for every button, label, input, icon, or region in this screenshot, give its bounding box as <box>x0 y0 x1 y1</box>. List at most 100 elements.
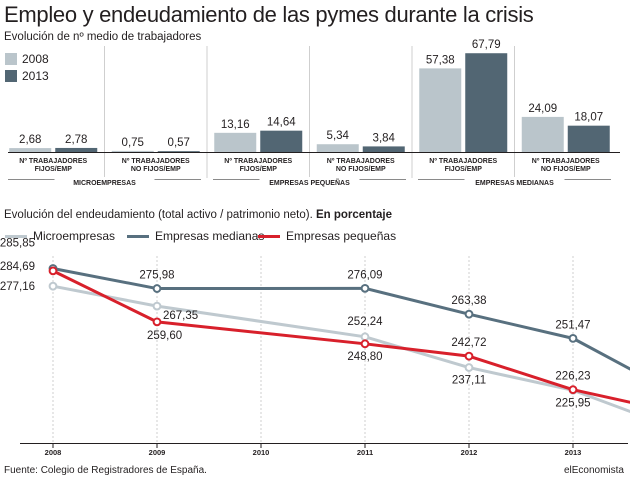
category-tick-label: Nº TRABAJADORES <box>429 158 497 165</box>
data-label-medianas: 275,98 <box>139 270 174 282</box>
data-point-medianas <box>568 333 578 343</box>
legend-item-2013: 2013 <box>5 69 49 83</box>
bar-2008 <box>111 150 154 152</box>
legend-item-microempresas: Microempresas <box>5 229 115 243</box>
bar-value-label: 0,57 <box>168 137 190 149</box>
data-point-pequenas <box>360 339 370 349</box>
brand-logo: elEconomista <box>563 465 624 476</box>
data-label-medianas: 263,38 <box>451 295 486 307</box>
legend-swatch-2013 <box>5 70 17 82</box>
data-label-microempresas: 237,11 <box>452 375 486 387</box>
bar-value-label: 2,78 <box>65 134 87 146</box>
category-tick-label: Nº TRABAJADORES <box>532 158 600 165</box>
group-label: MICROEMPRESAS <box>73 180 136 187</box>
legend-label-2008: 2008 <box>22 52 49 66</box>
category-tick-label: FIJOS/EMP <box>445 166 483 173</box>
series-line-microempresas <box>52 284 630 414</box>
legend-label-2013: 2013 <box>22 69 49 83</box>
x-tick-label: 2010 <box>253 448 270 457</box>
data-label-medianas: 276,09 <box>347 269 382 281</box>
group-label: EMPRESAS MEDIANAS <box>475 180 554 187</box>
data-point-microempresas <box>152 301 162 311</box>
data-point-pequenas <box>152 317 162 327</box>
legend-label-pequenas: Empresas pequeñas <box>286 229 397 243</box>
bar-2013 <box>362 146 405 152</box>
data-point-microempresas <box>48 281 58 291</box>
bar-2013 <box>55 147 98 152</box>
group-label: EMPRESAS PEQUEÑAS <box>269 178 350 187</box>
data-point-pequenas <box>464 351 474 361</box>
bar-2008 <box>521 116 564 152</box>
bar-2013 <box>260 130 303 152</box>
bar-value-label: 13,16 <box>221 119 250 131</box>
bar-2013 <box>567 125 610 152</box>
data-point-pequenas <box>48 266 58 276</box>
bar-value-label: 2,68 <box>19 134 41 146</box>
bar-value-label: 57,38 <box>426 54 455 66</box>
category-tick-label: FIJOS/EMP <box>35 166 73 173</box>
bar-value-label: 14,64 <box>267 117 296 129</box>
legend-item-pequenas: Empresas pequeñas <box>258 229 396 243</box>
group-label-backdrop <box>259 177 360 187</box>
category-tick-label: Nº TRABAJADORES <box>122 158 190 165</box>
category-tick-label: Nº TRABAJADORES <box>19 158 87 165</box>
bar-2008 <box>419 68 462 152</box>
data-label-microempresas: 267,35 <box>163 310 198 322</box>
page-title: Empleo y endeudamiento de las pymes dura… <box>4 2 534 27</box>
legend-label-medianas: Empresas medianas <box>155 229 265 243</box>
x-tick-label: 2011 <box>357 448 373 457</box>
group-label-backdrop <box>54 177 155 187</box>
data-label-pequenas: 259,60 <box>147 330 182 342</box>
category-tick-label: NO FIJOS/EMP <box>131 166 181 173</box>
source-note: Fuente: Colegio de Registradores de Espa… <box>4 465 207 476</box>
data-label-pequenas: 226,23 <box>555 371 590 383</box>
data-point-microempresas <box>360 332 370 342</box>
bar-value-label: 0,75 <box>122 137 144 149</box>
data-point-medianas <box>360 283 370 293</box>
legend-line-medianas <box>127 234 149 238</box>
bar-2008 <box>9 148 52 152</box>
data-label-pequenas: 284,69 <box>0 261 35 273</box>
legend-item-2008: 2008 <box>5 52 49 66</box>
group-label-backdrop <box>464 177 565 187</box>
data-label-microempresas: 277,16 <box>0 281 35 293</box>
x-tick-label: 2012 <box>461 448 478 457</box>
bar-2013 <box>157 151 200 152</box>
bar-2008 <box>214 132 257 152</box>
data-label-microempresas: 252,24 <box>347 316 383 328</box>
legend-label-microempresas: Microempresas <box>33 229 116 243</box>
data-point-pequenas <box>568 385 578 395</box>
data-point-medianas <box>464 309 474 319</box>
legend-swatch-2008 <box>5 53 17 65</box>
bar-2008 <box>316 144 359 152</box>
bar-value-label: 3,84 <box>373 132 396 144</box>
bar-value-label: 5,34 <box>327 130 350 142</box>
data-label-pequenas: 248,80 <box>347 351 382 363</box>
data-label-microempresas: 225,95 <box>555 397 590 409</box>
data-label-medianas: 251,47 <box>555 319 590 331</box>
bar-value-label: 67,79 <box>472 39 501 51</box>
series-line-medianas <box>52 267 630 371</box>
bar-value-label: 18,07 <box>574 112 603 124</box>
x-tick-label: 2008 <box>45 448 62 457</box>
category-tick-label: NO FIJOS/EMP <box>336 166 386 173</box>
line-chart-title-unit: En porcentaje <box>315 209 393 221</box>
data-label-medianas: 285,85 <box>0 238 35 250</box>
legend-line-pequenas <box>258 234 280 238</box>
bar-value-label: 24,09 <box>528 103 557 115</box>
data-point-microempresas <box>464 363 474 372</box>
bar-2013 <box>465 53 508 152</box>
data-point-medianas <box>152 284 162 293</box>
category-tick-label: NO FIJOS/EMP <box>541 166 591 173</box>
legend-line-microempresas <box>5 234 27 238</box>
legend-item-medianas: Empresas medianas <box>127 229 264 243</box>
series-line-pequenas <box>52 269 630 404</box>
category-tick-label: Nº TRABAJADORES <box>327 158 395 165</box>
category-tick-label: Nº TRABAJADORES <box>224 158 292 165</box>
x-tick-label: 2009 <box>149 448 166 457</box>
line-chart-title: Evolución del endeudamiento (total activ… <box>4 209 392 221</box>
line-chart-title-text: Evolución del endeudamiento (total activ… <box>4 209 313 221</box>
